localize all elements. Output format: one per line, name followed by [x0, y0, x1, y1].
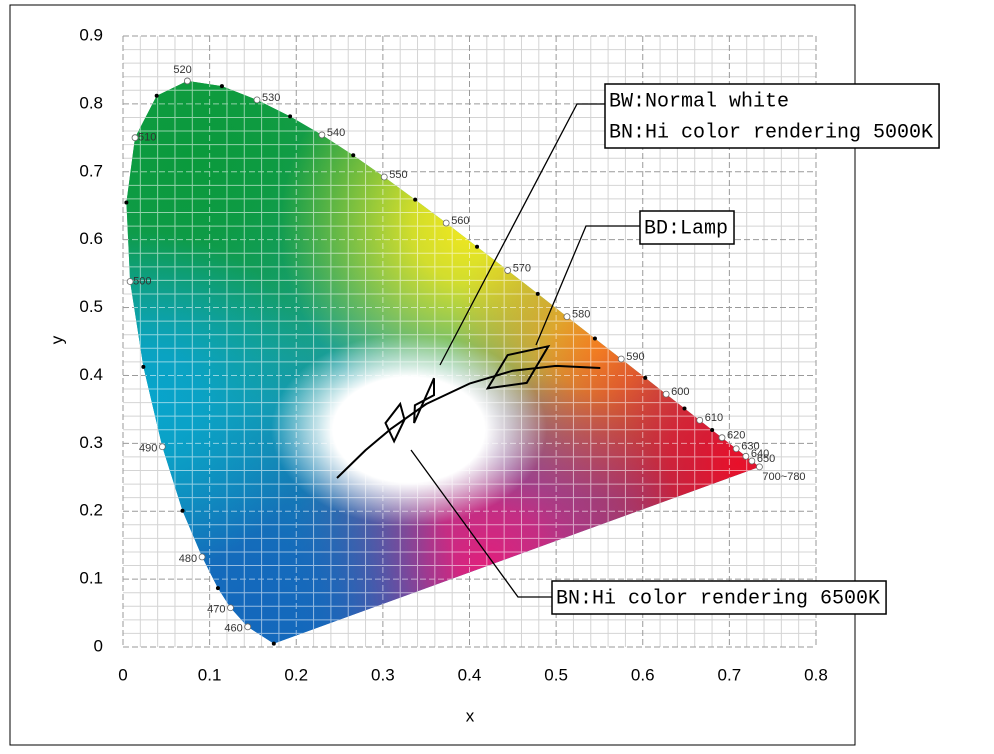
y-tick-label: 0 — [94, 636, 103, 655]
wavelength-marker — [696, 416, 704, 424]
wavelength-marker — [617, 355, 625, 363]
y-axis-label: y — [47, 335, 66, 344]
chromaticity-region — [485, 344, 551, 390]
wavelength-label: 600 — [671, 386, 689, 398]
wavelength-marker — [380, 173, 388, 181]
x-tick-label: 0.2 — [284, 665, 308, 684]
wavelength-marker — [158, 443, 166, 451]
wavelength-label: 500 — [133, 275, 151, 287]
locus-dot — [288, 114, 293, 119]
wavelength-label: 460 — [224, 623, 242, 635]
x-tick-label: 0.6 — [631, 665, 655, 684]
y-tick-label: 0.7 — [79, 161, 103, 180]
y-tick-label: 0.2 — [79, 501, 103, 520]
x-tick-label: 0.5 — [544, 665, 568, 684]
wavelength-marker — [244, 623, 252, 631]
wavelength-label: 570 — [513, 262, 531, 274]
locus-dot — [475, 244, 480, 249]
wavelength-marker — [442, 219, 450, 227]
wavelength-label: 490 — [139, 443, 157, 455]
wavelength-marker — [131, 134, 139, 142]
wavelength-marker — [198, 553, 206, 561]
y-tick-label: 0.3 — [79, 433, 103, 452]
wavelength-label: 530 — [262, 92, 280, 104]
chromaticity-region — [384, 401, 406, 444]
wavelength-marker — [662, 390, 670, 398]
x-tick-label: 0.7 — [718, 665, 742, 684]
wavelength-label: 520 — [173, 64, 191, 76]
wavelength-label: 610 — [705, 412, 723, 424]
y-tick-label: 0.4 — [79, 365, 103, 384]
wavelength-label: 620 — [727, 430, 745, 442]
annotation-text: BD:Lamp — [644, 217, 728, 240]
annotation-text: BN:Hi color rendering 5000K — [609, 121, 933, 144]
wavelength-label: 510 — [138, 132, 156, 144]
y-tick-label: 0.1 — [79, 569, 103, 588]
wavelength-marker — [318, 131, 326, 139]
leader-line — [439, 103, 605, 366]
locus-dot — [643, 375, 648, 380]
x-tick-label: 0.3 — [371, 665, 395, 684]
locus-dot — [154, 93, 159, 98]
chromaticity-region — [413, 377, 435, 424]
wavelength-label: 630 — [741, 441, 759, 453]
wavelength-label: 470 — [207, 604, 225, 616]
wavelength-marker — [732, 445, 740, 453]
y-tick-label: 0.8 — [79, 93, 103, 112]
y-tick-label: 0.9 — [79, 25, 103, 44]
wavelength-label: 560 — [451, 215, 469, 227]
wavelength-marker — [742, 452, 750, 460]
y-tick-label: 0.6 — [79, 229, 103, 248]
x-tick-label: 0.8 — [804, 665, 828, 684]
locus-dot — [535, 291, 540, 296]
annotation-text: BN:Hi color rendering 6500K — [556, 587, 880, 610]
wavelength-label: 590 — [626, 351, 644, 363]
x-tick-label: 0.4 — [458, 665, 482, 684]
wavelength-label: 580 — [572, 309, 590, 321]
wavelength-marker — [126, 278, 134, 285]
locus-dot — [219, 84, 224, 89]
y-tick-label: 0.5 — [79, 297, 103, 316]
wavelength-marker — [253, 96, 261, 104]
leader-line — [410, 449, 552, 598]
locus-dot — [271, 641, 276, 646]
wavelength-label: 650 — [757, 453, 775, 465]
locus-dot — [124, 200, 129, 205]
wavelength-label: 550 — [389, 169, 407, 181]
leader-line — [535, 225, 640, 346]
planckian-locus — [336, 364, 601, 479]
wavelength-label: 540 — [327, 127, 345, 139]
locus-dot — [180, 508, 185, 513]
annotation-box — [551, 580, 887, 615]
locus-dot — [351, 153, 356, 158]
wavelength-marker — [563, 313, 571, 321]
locus-dot — [141, 364, 146, 369]
wavelength-marker — [183, 77, 191, 85]
annotation-box — [604, 83, 940, 149]
x-tick-label: 0 — [118, 665, 127, 684]
locus-dot — [682, 406, 687, 411]
wavelength-marker — [227, 604, 234, 612]
annotation-text: BW:Normal white — [609, 90, 789, 113]
locus-dot — [215, 586, 220, 591]
wavelength-marker — [718, 434, 726, 442]
annotation-box — [639, 210, 735, 245]
locus-dot — [592, 336, 597, 341]
wavelength-marker — [756, 463, 763, 471]
x-axis-label: x — [466, 706, 475, 725]
wavelength-label: 480 — [179, 553, 197, 565]
wavelength-marker — [504, 267, 512, 274]
locus-dot — [710, 427, 715, 432]
locus-dot — [413, 197, 418, 202]
wavelength-label: 700~780 — [762, 471, 805, 483]
wavelength-label: 640 — [751, 448, 769, 460]
x-tick-label: 0.1 — [198, 665, 222, 684]
wavelength-marker — [748, 457, 756, 465]
